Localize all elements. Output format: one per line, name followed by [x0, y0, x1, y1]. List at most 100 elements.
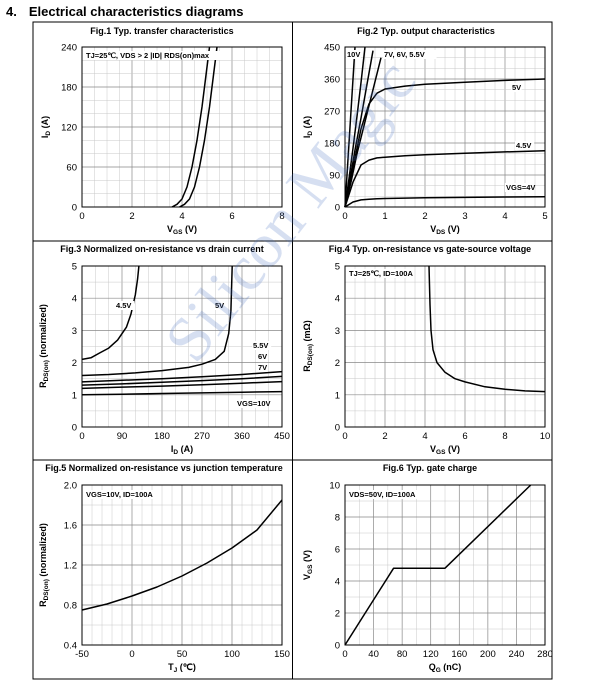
y-tick-label: 450: [324, 43, 340, 54]
y-tick-label: 360: [324, 75, 340, 86]
series-line: [81, 380, 283, 390]
y-axis-label: RDS(on) (normalized): [38, 523, 50, 607]
annotation-bg: [115, 301, 135, 310]
x-tick-label: 2: [382, 431, 387, 442]
figure-title: Fig.3 Normalized on-resistance vs drain …: [60, 244, 264, 254]
figure-table: [32, 21, 553, 680]
figure-4: Fig.4 Typ. on-resistance vs gate-source …: [302, 244, 550, 456]
x-tick-label: 0: [342, 431, 347, 442]
annotation-label: 5V: [215, 301, 224, 310]
annotation-label: 7V: [258, 363, 267, 372]
x-tick-label: 2: [422, 211, 427, 222]
y-tick-label: 5: [72, 262, 77, 273]
y-tick-label: 2.0: [64, 481, 77, 492]
figure-5: Fig.5 Normalized on-resistance vs juncti…: [38, 463, 290, 674]
series-line: [344, 46, 356, 208]
annotation-bg: [348, 269, 415, 278]
y-tick-label: 8: [335, 513, 340, 524]
figure-3: Fig.3 Normalized on-resistance vs drain …: [38, 244, 290, 456]
annotation-label: 4.5V: [116, 301, 131, 310]
series-line: [81, 390, 283, 396]
x-tick-label: 270: [194, 431, 210, 442]
annotation-bg: [85, 490, 156, 499]
x-tick-label: -50: [75, 649, 89, 660]
y-tick-label: 0.8: [64, 601, 77, 612]
x-tick-label: 6: [229, 211, 234, 222]
x-tick-label: 160: [451, 649, 467, 660]
annotation-bg: [257, 363, 268, 372]
x-tick-label: 0: [342, 649, 347, 660]
plot-frame: [81, 265, 283, 428]
plot-frame: [344, 46, 546, 208]
series-line: [81, 499, 283, 611]
series-line: [344, 195, 546, 208]
x-tick-label: 150: [274, 649, 290, 660]
y-axis-label: VGS (V): [302, 550, 314, 580]
x-tick-label: 100: [224, 649, 240, 660]
x-tick-label: 4: [422, 431, 427, 442]
y-tick-label: 10: [329, 481, 340, 492]
plot-frame: [344, 265, 546, 428]
y-tick-label: 270: [324, 107, 340, 118]
x-axis-label: TJ (℃): [168, 662, 196, 674]
y-tick-label: 60: [66, 163, 77, 174]
series-line: [171, 46, 211, 208]
y-tick-label: 0: [72, 423, 77, 434]
plot-frame: [344, 484, 546, 646]
y-tick-label: 90: [329, 171, 340, 182]
y-tick-label: 1: [72, 390, 77, 401]
annotation-label: 7V, 6V, 5.5V: [384, 50, 425, 59]
y-tick-label: 5: [335, 262, 340, 273]
annotation-bg: [348, 490, 419, 499]
x-tick-label: 4: [502, 211, 507, 222]
x-tick-label: 8: [279, 211, 284, 222]
annotation-label: VGS=10V, ID=100A: [86, 490, 153, 499]
annotation-label: TJ=25℃, VDS > 2 |ID| RDS(on)max: [86, 51, 210, 60]
annotation-bg: [85, 51, 221, 60]
y-axis-label: RDS(on) (mΩ): [302, 320, 314, 372]
plot-frame: [81, 484, 283, 646]
y-tick-label: 1: [335, 390, 340, 401]
y-tick-label: 4: [335, 294, 340, 305]
series-line: [344, 150, 546, 208]
y-axis-label: ID (A): [302, 116, 314, 138]
annotation-label: VGS=4V: [506, 183, 535, 192]
series-line: [81, 375, 283, 386]
x-tick-label: 1: [382, 211, 387, 222]
y-tick-label: 0.4: [64, 641, 77, 652]
annotation-label: 6V: [258, 352, 267, 361]
x-axis-label: QG (nC): [429, 662, 462, 674]
annotation-label: 5V: [512, 83, 521, 92]
section-number: 4.: [6, 4, 17, 19]
x-tick-label: 90: [117, 431, 128, 442]
series-line: [344, 484, 532, 646]
x-tick-label: 10: [540, 431, 551, 442]
series-line: [81, 370, 283, 383]
figure-title: Fig.2 Typ. output characteristics: [357, 26, 495, 36]
x-tick-label: 360: [234, 431, 250, 442]
x-tick-label: 280: [537, 649, 553, 660]
y-tick-label: 180: [61, 83, 77, 94]
x-tick-label: 120: [423, 649, 439, 660]
annotation-bg: [252, 341, 272, 350]
annotation-bg: [511, 83, 522, 92]
y-tick-label: 3: [72, 326, 77, 337]
y-tick-label: 120: [61, 123, 77, 134]
annotation-label: 5.5V: [253, 341, 268, 350]
y-tick-label: 0: [72, 203, 77, 214]
figure-title: Fig.5 Normalized on-resistance vs juncti…: [45, 463, 283, 473]
grid-lines: [81, 484, 283, 646]
section-title: Electrical characteristics diagrams: [28, 4, 244, 19]
annotation-bg: [236, 399, 269, 408]
annotation-label: 4.5V: [516, 141, 531, 150]
section-heading: 4. Electrical characteristics diagrams: [6, 4, 243, 19]
y-tick-label: 0: [335, 641, 340, 652]
grid-lines: [344, 265, 546, 428]
x-tick-label: 450: [274, 431, 290, 442]
x-axis-label: VGS (V): [430, 444, 460, 456]
series-line: [428, 265, 546, 393]
x-tick-label: 80: [397, 649, 408, 660]
x-axis-label: VDS (V): [430, 224, 460, 236]
